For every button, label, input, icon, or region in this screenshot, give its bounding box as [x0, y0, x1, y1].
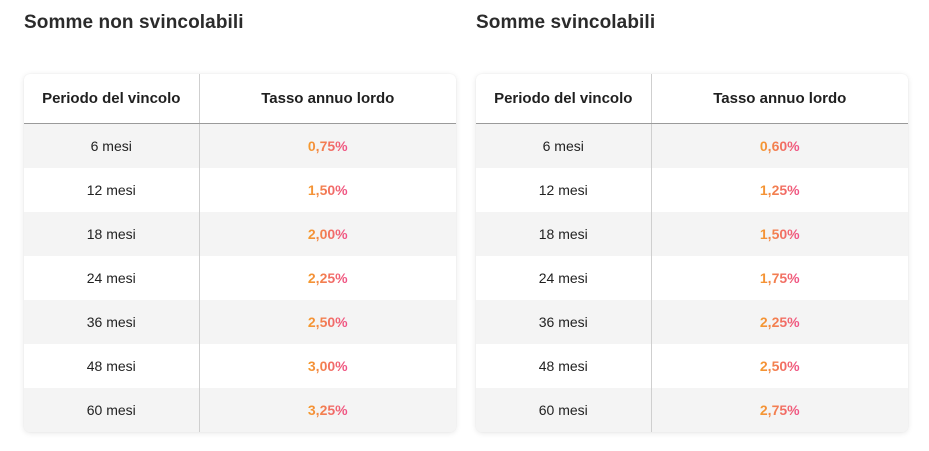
rate-value: 3,00% — [307, 358, 348, 374]
rate-value: 2,50% — [759, 358, 800, 374]
column-header-period: Periodo del vincolo — [476, 74, 652, 124]
rate-value: 1,75% — [759, 270, 800, 286]
period-cell: 18 mesi — [476, 212, 652, 256]
table-row: 24 mesi 2,25% — [24, 256, 456, 300]
period-cell: 24 mesi — [24, 256, 200, 300]
period-cell: 36 mesi — [24, 300, 200, 344]
rate-value: 2,50% — [307, 314, 348, 330]
period-cell: 6 mesi — [476, 123, 652, 168]
period-cell: 60 mesi — [476, 388, 652, 432]
period-cell: 12 mesi — [476, 168, 652, 212]
rate-cell: 2,50% — [651, 344, 908, 388]
rate-cell: 0,60% — [651, 123, 908, 168]
rate-value: 2,25% — [307, 270, 348, 286]
period-cell: 48 mesi — [476, 344, 652, 388]
table-row: 24 mesi 1,75% — [476, 256, 908, 300]
rate-value: 0,75% — [307, 138, 348, 154]
rate-cell: 3,25% — [199, 388, 456, 432]
rates-table-card: Periodo del vincolo Tasso annuo lordo 6 … — [476, 74, 908, 432]
rate-value: 3,25% — [307, 402, 348, 418]
table-row: 36 mesi 2,25% — [476, 300, 908, 344]
table-row: 18 mesi 2,00% — [24, 212, 456, 256]
rate-value: 0,60% — [759, 138, 800, 154]
period-cell: 36 mesi — [476, 300, 652, 344]
rates-table: Periodo del vincolo Tasso annuo lordo 6 … — [476, 74, 908, 432]
table-row: 6 mesi 0,60% — [476, 123, 908, 168]
period-cell: 60 mesi — [24, 388, 200, 432]
rate-value: 1,50% — [307, 182, 348, 198]
table-row: 18 mesi 1,50% — [476, 212, 908, 256]
table-row: 48 mesi 3,00% — [24, 344, 456, 388]
rate-cell: 3,00% — [199, 344, 456, 388]
table-row: 36 mesi 2,50% — [24, 300, 456, 344]
rate-cell: 1,50% — [651, 212, 908, 256]
table-header-row: Periodo del vincolo Tasso annuo lordo — [24, 74, 456, 124]
rate-value: 1,25% — [759, 182, 800, 198]
rate-value: 2,25% — [759, 314, 800, 330]
period-cell: 18 mesi — [24, 212, 200, 256]
rate-cell: 2,50% — [199, 300, 456, 344]
rates-table: Periodo del vincolo Tasso annuo lordo 6 … — [24, 74, 456, 432]
section-title: Somme non svincolabili — [24, 12, 244, 33]
rate-cell: 1,25% — [651, 168, 908, 212]
rate-cell: 1,75% — [651, 256, 908, 300]
table-row: 6 mesi 0,75% — [24, 123, 456, 168]
table-row: 12 mesi 1,25% — [476, 168, 908, 212]
period-cell: 12 mesi — [24, 168, 200, 212]
table-header-row: Periodo del vincolo Tasso annuo lordo — [476, 74, 908, 124]
rate-cell: 2,25% — [199, 256, 456, 300]
period-cell: 48 mesi — [24, 344, 200, 388]
table-row: 48 mesi 2,50% — [476, 344, 908, 388]
period-cell: 24 mesi — [476, 256, 652, 300]
column-header-rate: Tasso annuo lordo — [199, 74, 456, 124]
rate-value: 2,75% — [759, 402, 800, 418]
rate-value: 2,00% — [307, 226, 348, 242]
rate-cell: 0,75% — [199, 123, 456, 168]
rate-cell: 2,75% — [651, 388, 908, 432]
table-row: 60 mesi 3,25% — [24, 388, 456, 432]
section-title: Somme svincolabili — [476, 12, 656, 33]
table-row: 12 mesi 1,50% — [24, 168, 456, 212]
rate-value: 1,50% — [759, 226, 800, 242]
column-header-rate: Tasso annuo lordo — [651, 74, 908, 124]
rate-cell: 1,50% — [199, 168, 456, 212]
period-cell: 6 mesi — [24, 123, 200, 168]
table-row: 60 mesi 2,75% — [476, 388, 908, 432]
rates-table-card: Periodo del vincolo Tasso annuo lordo 6 … — [24, 74, 456, 432]
rate-cell: 2,25% — [651, 300, 908, 344]
rate-cell: 2,00% — [199, 212, 456, 256]
column-header-period: Periodo del vincolo — [24, 74, 200, 124]
